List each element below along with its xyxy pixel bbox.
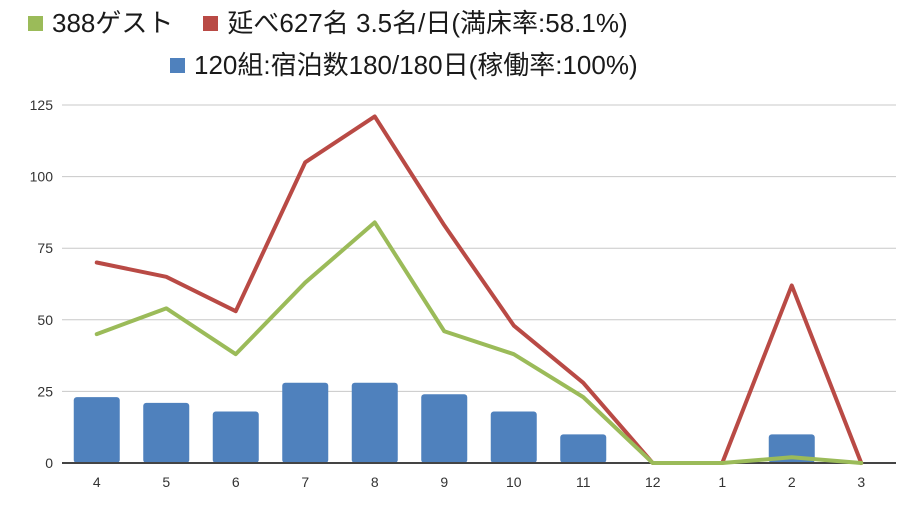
legend-row-1: 388ゲスト 延べ627名 3.5名/日(満床率:58.1%) bbox=[0, 2, 904, 44]
x-tick-label: 8 bbox=[371, 474, 379, 490]
bar bbox=[560, 434, 607, 463]
legend-item-groups-nights: 120組:宿泊数180/180日(稼働率:100%) bbox=[170, 44, 638, 86]
bar bbox=[421, 394, 468, 463]
x-tick-label: 11 bbox=[576, 474, 591, 490]
bar bbox=[768, 434, 815, 463]
y-tick-label: 125 bbox=[30, 97, 54, 113]
x-tick-label: 12 bbox=[645, 474, 661, 490]
bar bbox=[212, 411, 259, 463]
y-tick-label: 75 bbox=[37, 240, 53, 256]
bar bbox=[73, 397, 120, 463]
chart-legend: 388ゲスト 延べ627名 3.5名/日(満床率:58.1%) 120組:宿泊数… bbox=[0, 2, 904, 86]
x-tick-label: 7 bbox=[301, 474, 309, 490]
x-tick-label: 6 bbox=[232, 474, 240, 490]
bar bbox=[351, 382, 398, 463]
bar bbox=[490, 411, 537, 463]
legend-row-2: 120組:宿泊数180/180日(稼働率:100%) bbox=[0, 44, 904, 86]
legend-label-total-persons: 延べ627名 3.5名/日(満床率:58.1%) bbox=[227, 8, 628, 38]
x-tick-label: 9 bbox=[440, 474, 448, 490]
y-tick-label: 50 bbox=[37, 312, 53, 328]
y-tick-label: 0 bbox=[45, 455, 53, 471]
legend-label-guests: 388ゲスト bbox=[52, 8, 174, 38]
legend-marker-green-square-icon bbox=[28, 15, 43, 31]
legend-marker-red-square-icon bbox=[203, 15, 219, 31]
x-tick-label: 3 bbox=[857, 474, 865, 490]
bar bbox=[143, 402, 190, 463]
legend-item-total-persons: 延べ627名 3.5名/日(満床率:58.1%) bbox=[203, 2, 628, 44]
legend-item-guests: 388ゲスト bbox=[28, 2, 173, 44]
x-tick-label: 4 bbox=[93, 474, 101, 490]
legend-label-groups-nights: 120組:宿泊数180/180日(稼働率:100%) bbox=[194, 50, 638, 80]
x-tick-label: 10 bbox=[506, 474, 522, 490]
y-tick-label: 100 bbox=[30, 169, 54, 185]
x-tick-label: 2 bbox=[788, 474, 796, 490]
x-tick-label: 1 bbox=[718, 474, 726, 490]
legend-marker-blue-square-icon bbox=[170, 57, 185, 73]
line-series bbox=[94, 220, 864, 465]
y-tick-label: 25 bbox=[37, 383, 53, 399]
x-tick-label: 5 bbox=[162, 474, 170, 490]
bar bbox=[282, 382, 329, 463]
line-series bbox=[94, 114, 864, 465]
